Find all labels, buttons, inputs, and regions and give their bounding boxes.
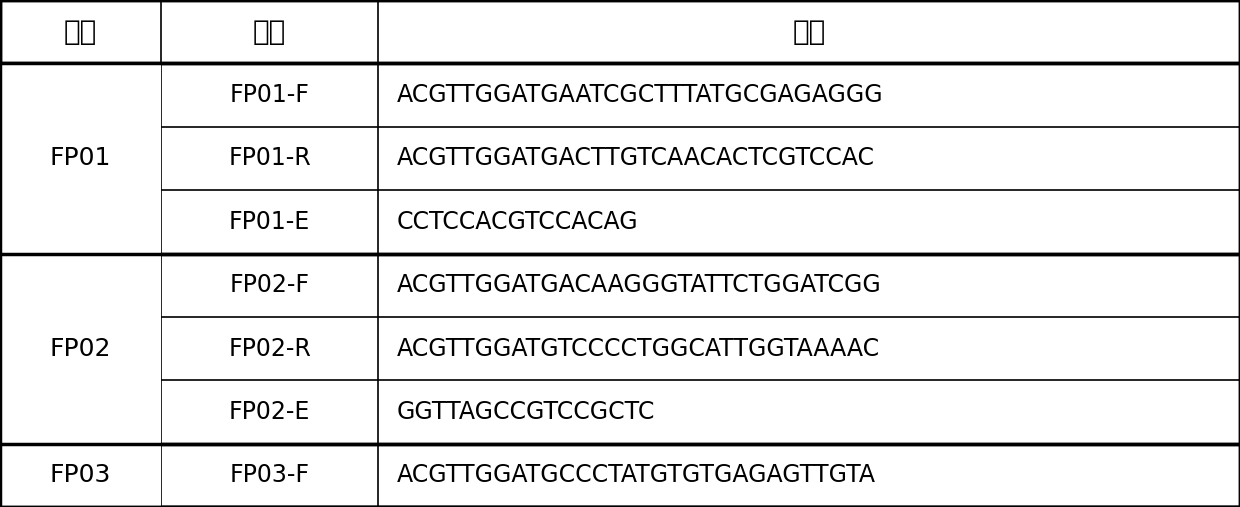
Text: FP01-E: FP01-E: [229, 210, 310, 234]
Text: FP01-R: FP01-R: [228, 147, 311, 170]
Text: CCTCCACGTCCACAG: CCTCCACGTCCACAG: [397, 210, 639, 234]
Text: GGTTAGCCGTCCGCTC: GGTTAGCCGTCCGCTC: [397, 400, 655, 424]
Bar: [0, 444, 161, 507]
Text: FP02-E: FP02-E: [229, 400, 310, 424]
Text: ACGTTGGATGCCCTATGTGTGAGAGTTGTA: ACGTTGGATGCCCTATGTGTGAGAGTTGTA: [397, 463, 875, 487]
Text: ACGTTGGATGAATCGCTTTATGCGAGAGGG: ACGTTGGATGAATCGCTTTATGCGAGAGGG: [397, 83, 883, 107]
Bar: [0, 63, 161, 254]
Text: FP02-F: FP02-F: [229, 273, 310, 297]
Text: FP02: FP02: [50, 337, 112, 360]
Text: 名称: 名称: [253, 18, 286, 46]
Text: ACGTTGGATGACTTGTCAACACTCGTCCAC: ACGTTGGATGACTTGTCAACACTCGTCCAC: [397, 147, 874, 170]
Text: ACGTTGGATGTCCCCTGGCATTGGTAAAAC: ACGTTGGATGTCCCCTGGCATTGGTAAAAC: [397, 337, 880, 360]
Text: 序列: 序列: [792, 18, 826, 46]
Text: 标记: 标记: [64, 18, 97, 46]
Text: FP03-F: FP03-F: [229, 463, 310, 487]
Text: FP01-F: FP01-F: [229, 83, 310, 107]
Text: FP02-R: FP02-R: [228, 337, 311, 360]
Bar: [0, 254, 161, 444]
Text: FP01: FP01: [50, 147, 112, 170]
Text: ACGTTGGATGACAAGGGTATTCTGGATCGG: ACGTTGGATGACAAGGGTATTCTGGATCGG: [397, 273, 882, 297]
Text: FP03: FP03: [50, 463, 112, 487]
